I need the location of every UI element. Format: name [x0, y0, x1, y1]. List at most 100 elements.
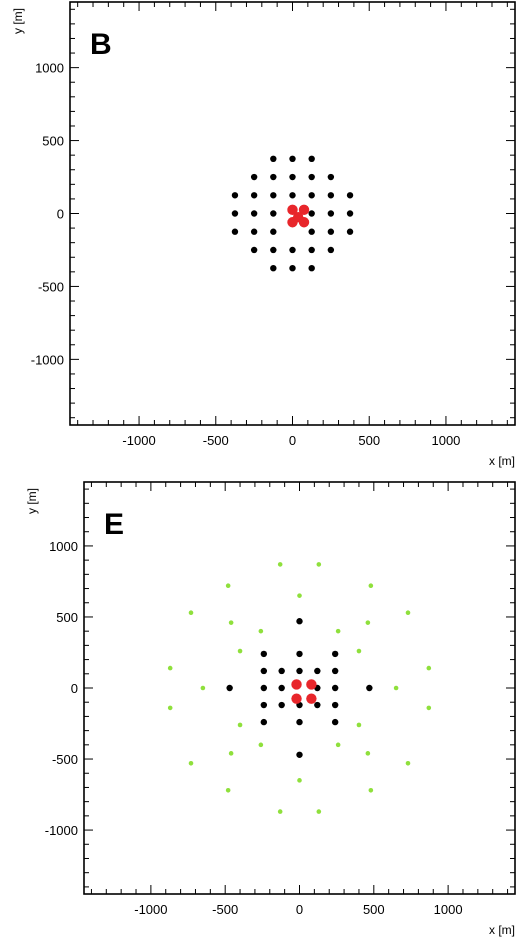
data-point — [258, 628, 264, 634]
y-tick-label: 1000 — [49, 539, 78, 554]
data-point — [270, 246, 277, 254]
x-tick-label: -500 — [212, 902, 238, 917]
data-point — [308, 173, 315, 181]
data-point — [250, 192, 258, 199]
y-axis-label: y [m] — [11, 8, 25, 34]
data-point — [316, 809, 322, 814]
x-tick-label: -500 — [203, 433, 229, 448]
data-point — [228, 620, 234, 625]
data-point — [296, 751, 303, 758]
data-point — [331, 718, 339, 726]
data-point — [250, 228, 258, 235]
data-point — [335, 628, 341, 634]
y-tick-label: 500 — [56, 610, 78, 625]
data-point — [308, 246, 315, 254]
data-point — [277, 562, 283, 567]
y-tick-label: 0 — [71, 681, 78, 696]
data-point — [327, 228, 335, 235]
data-point — [346, 210, 354, 217]
plot-panel-e: -1000 -500 0 500 1000 1000 500 0 -500 -1000 x [m] y… — [25, 481, 516, 937]
data-point — [327, 246, 335, 254]
y-tick-label: -500 — [38, 279, 64, 294]
data-point — [291, 693, 302, 704]
data-point — [368, 583, 374, 589]
data-point — [231, 192, 239, 199]
y-tick-label: -1000 — [31, 352, 64, 367]
data-point — [297, 593, 302, 598]
data-point — [296, 650, 303, 658]
data-point — [250, 173, 258, 181]
y-tick-label: -1000 — [45, 823, 78, 838]
data-point — [225, 787, 231, 793]
data-point — [289, 192, 296, 199]
panel-label: B — [90, 28, 112, 61]
data-point — [228, 751, 234, 756]
y-tick-label: -500 — [52, 752, 78, 767]
data-point — [366, 684, 373, 692]
data-point — [297, 778, 302, 783]
y-tick-label: 1000 — [35, 61, 64, 76]
x-tick-label: -1000 — [122, 433, 155, 448]
y-axis-label: y [m] — [25, 488, 39, 514]
data-point — [327, 173, 335, 181]
data-point — [426, 705, 432, 711]
data-point — [260, 718, 268, 726]
y-tick-label: 500 — [42, 134, 64, 149]
data-point — [368, 787, 374, 793]
data-point — [270, 228, 277, 235]
data-point — [226, 684, 233, 692]
data-point — [287, 217, 298, 228]
data-point — [331, 667, 339, 675]
data-point — [188, 610, 194, 616]
data-point — [298, 217, 310, 228]
data-point — [260, 701, 268, 709]
data-point — [278, 701, 285, 709]
data-point — [188, 760, 194, 766]
data-point — [260, 667, 268, 675]
data-point — [237, 648, 243, 654]
data-point — [270, 264, 277, 272]
data-point — [308, 264, 315, 272]
data-point — [277, 809, 283, 814]
data-point — [327, 210, 335, 217]
data-point — [331, 650, 339, 658]
y-tick-label: 0 — [57, 207, 64, 222]
data-point — [426, 665, 432, 671]
data-point — [270, 210, 277, 217]
data-point — [314, 667, 321, 675]
plot-panel-b: -1000 -500 0 500 1000 1000 500 0 -500 -1000 x [m] y… — [11, 1, 516, 468]
data-point — [250, 210, 258, 217]
x-tick-label: 500 — [358, 433, 380, 448]
data-point — [346, 192, 354, 199]
data-point — [260, 684, 268, 692]
data-point — [308, 155, 315, 163]
data-point — [365, 751, 371, 756]
x-tick-label: 0 — [296, 902, 303, 917]
data-point — [225, 583, 231, 589]
x-tick-label: 0 — [289, 433, 296, 448]
data-point — [270, 173, 277, 181]
data-point — [231, 210, 239, 217]
data-point — [308, 228, 315, 235]
data-point — [308, 210, 315, 217]
data-point — [306, 693, 317, 704]
data-point — [308, 192, 315, 199]
panel-label: E — [104, 508, 124, 541]
x-tick-label: 1000 — [431, 433, 460, 448]
data-point — [270, 155, 277, 163]
data-point — [231, 228, 239, 235]
x-axis-label: x [m] — [489, 454, 515, 468]
data-point — [200, 685, 206, 691]
data-point — [405, 610, 411, 616]
data-point — [270, 192, 277, 199]
data-point — [314, 701, 321, 709]
data-point — [405, 760, 411, 766]
data-point — [335, 742, 341, 748]
data-point — [356, 722, 362, 728]
data-point — [296, 618, 303, 625]
data-point — [316, 562, 322, 567]
data-point — [393, 685, 399, 691]
data-point — [331, 684, 339, 692]
data-point — [296, 667, 303, 675]
data-point — [346, 228, 354, 235]
